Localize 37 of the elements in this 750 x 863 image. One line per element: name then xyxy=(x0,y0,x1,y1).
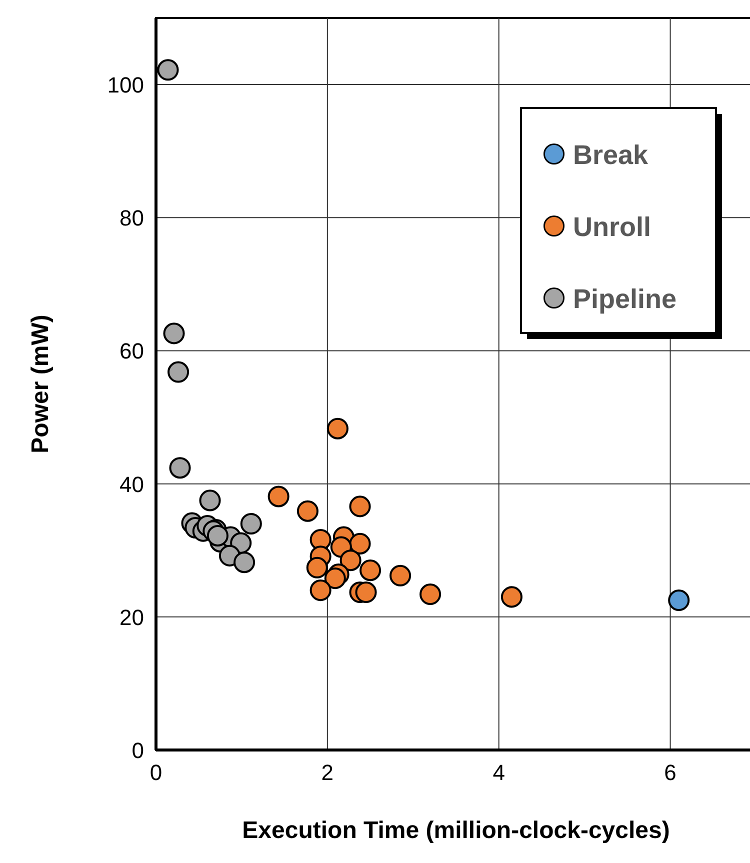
x-tick-label: 2 xyxy=(321,760,334,785)
y-tick-label: 20 xyxy=(120,604,144,630)
point xyxy=(157,59,179,81)
x-tick-label: 6 xyxy=(664,760,676,785)
point xyxy=(355,582,377,604)
point xyxy=(360,560,382,582)
y-tick-label: 100 xyxy=(107,72,144,98)
point xyxy=(390,564,412,586)
x-tick-label: 4 xyxy=(492,760,505,785)
point xyxy=(240,512,262,534)
point xyxy=(199,490,221,512)
point xyxy=(296,500,318,522)
y-tick-label: 80 xyxy=(120,206,144,231)
point xyxy=(349,532,371,554)
legend-label: Unroll xyxy=(573,212,651,242)
point xyxy=(420,584,442,606)
point xyxy=(349,496,371,518)
point xyxy=(326,418,348,440)
point xyxy=(324,568,346,590)
legend-label: Break xyxy=(573,140,650,170)
x-tick-label: 0 xyxy=(150,760,162,785)
point xyxy=(500,586,522,608)
point xyxy=(234,552,256,574)
point xyxy=(306,556,328,578)
point xyxy=(163,322,185,344)
point xyxy=(668,590,690,612)
y-tick-label: 60 xyxy=(120,338,144,364)
point xyxy=(168,361,190,383)
y-axis-title: Power (mW) xyxy=(27,314,54,454)
x-axis-title: Execution Time (million-clock-cycles) xyxy=(242,817,670,844)
y-tick-label: 40 xyxy=(120,472,144,497)
point xyxy=(340,550,362,572)
point xyxy=(310,580,332,602)
point xyxy=(169,457,191,479)
point xyxy=(268,486,290,508)
y-tick-label: 0 xyxy=(132,738,144,763)
legend-label: Pipeline xyxy=(573,284,677,314)
